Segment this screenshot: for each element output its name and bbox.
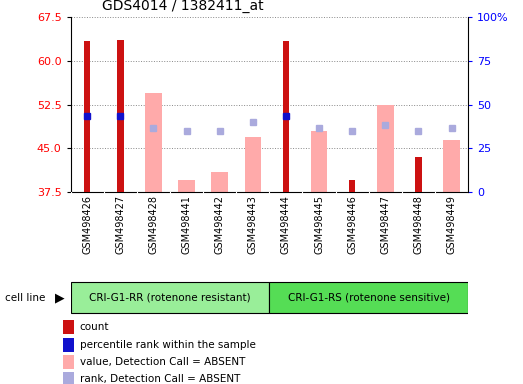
Text: GSM498448: GSM498448 <box>413 195 424 253</box>
Text: GSM498445: GSM498445 <box>314 195 324 254</box>
Text: GSM498449: GSM498449 <box>447 195 457 253</box>
Bar <box>145 93 162 192</box>
Bar <box>377 105 393 192</box>
Text: GSM498444: GSM498444 <box>281 195 291 253</box>
Text: CRI-G1-RS (rotenone sensitive): CRI-G1-RS (rotenone sensitive) <box>288 293 450 303</box>
Text: GSM498427: GSM498427 <box>115 195 126 254</box>
Bar <box>349 180 356 192</box>
Text: rank, Detection Call = ABSENT: rank, Detection Call = ABSENT <box>79 374 240 384</box>
Bar <box>282 41 289 192</box>
Bar <box>269 282 468 313</box>
Text: GSM498442: GSM498442 <box>214 195 225 254</box>
Text: ▶: ▶ <box>55 291 64 304</box>
Text: GSM498446: GSM498446 <box>347 195 357 253</box>
Text: percentile rank within the sample: percentile rank within the sample <box>79 339 256 349</box>
Bar <box>244 137 261 192</box>
Bar <box>63 355 74 369</box>
Text: GSM498426: GSM498426 <box>82 195 92 254</box>
Text: value, Detection Call = ABSENT: value, Detection Call = ABSENT <box>79 357 245 367</box>
Text: cell line: cell line <box>5 293 46 303</box>
Text: count: count <box>79 322 109 332</box>
Bar <box>63 372 74 384</box>
Text: GSM498441: GSM498441 <box>181 195 191 253</box>
Bar <box>311 131 327 192</box>
Bar <box>63 338 74 351</box>
Bar <box>211 172 228 192</box>
Bar <box>71 282 269 313</box>
Bar <box>117 40 123 192</box>
Bar <box>84 41 90 192</box>
Text: GSM498447: GSM498447 <box>380 195 390 254</box>
Bar <box>415 157 422 192</box>
Text: GSM498428: GSM498428 <box>149 195 158 254</box>
Bar <box>444 140 460 192</box>
Text: GSM498443: GSM498443 <box>248 195 258 253</box>
Text: CRI-G1-RR (rotenone resistant): CRI-G1-RR (rotenone resistant) <box>89 293 251 303</box>
Text: GDS4014 / 1382411_at: GDS4014 / 1382411_at <box>103 0 264 13</box>
Bar <box>178 180 195 192</box>
Bar <box>63 320 74 334</box>
